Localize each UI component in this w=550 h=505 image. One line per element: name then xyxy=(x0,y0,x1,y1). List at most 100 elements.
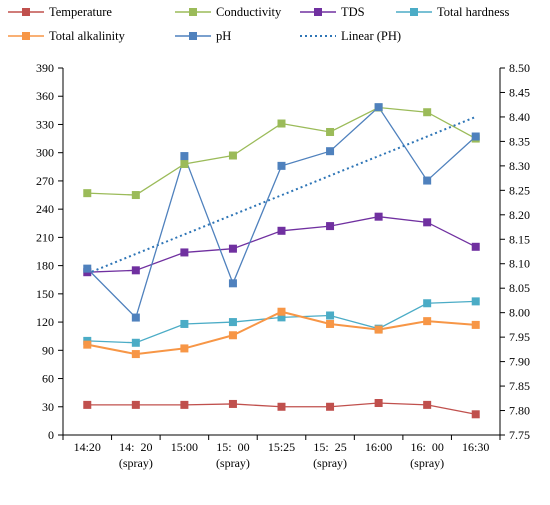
point-total-alkalinity xyxy=(277,307,286,316)
point-tds xyxy=(228,244,237,253)
point-total-alkalinity xyxy=(131,350,140,359)
left-tick-label: 90 xyxy=(42,343,54,357)
legend-marker-temperature xyxy=(22,8,30,16)
legend-label-total-hardness: Total hardness xyxy=(437,5,510,19)
point-conductivity xyxy=(228,151,237,160)
left-tick-label: 210 xyxy=(36,230,54,244)
left-tick-label: 150 xyxy=(36,287,54,301)
point-total-hardness xyxy=(471,297,480,306)
trendline-linear-ph xyxy=(86,116,477,275)
point-conductivity xyxy=(131,191,140,200)
right-tick-label: 8.30 xyxy=(509,159,530,173)
series-line-tds xyxy=(87,216,477,273)
right-tick-label: 8.15 xyxy=(509,232,530,246)
x-tick-label: 14:20 xyxy=(74,440,101,454)
point-tds xyxy=(277,226,286,235)
legend-label-conductivity: Conductivity xyxy=(216,5,282,19)
legend-label-linear-ph: Linear (PH) xyxy=(341,29,401,43)
x-tick-label: 15: 25 (spray) xyxy=(313,440,347,470)
point-total-alkalinity xyxy=(180,344,189,353)
point-ph xyxy=(423,176,432,185)
legend-label-tds: TDS xyxy=(341,5,365,19)
right-tick-label: 8.20 xyxy=(509,208,530,222)
legend: Temperature Conductivity TDS Total hardness… xyxy=(8,5,510,43)
point-conductivity xyxy=(83,189,92,198)
legend-marker-total-hardness xyxy=(410,8,418,16)
point-tds xyxy=(131,266,140,275)
point-ph xyxy=(228,279,237,288)
right-tick-label: 8.25 xyxy=(509,183,530,197)
point-tds xyxy=(471,242,480,251)
x-tick-label: 15:25 xyxy=(268,440,295,454)
point-total-alkalinity xyxy=(83,340,92,349)
x-tick-label: 15: 00 (spray) xyxy=(216,440,250,470)
left-tick-label: 60 xyxy=(42,372,54,386)
point-total-hardness xyxy=(277,313,286,322)
point-conductivity xyxy=(326,127,335,136)
right-tick-label: 8.10 xyxy=(509,257,530,271)
point-temperature xyxy=(277,402,286,411)
point-conductivity xyxy=(180,159,189,168)
point-temperature xyxy=(131,400,140,409)
right-tick-label: 7.90 xyxy=(509,355,530,369)
point-temperature xyxy=(423,400,432,409)
right-tick-label: 7.80 xyxy=(509,404,530,418)
right-tick-label: 7.85 xyxy=(509,379,530,393)
point-ph xyxy=(374,103,383,112)
right-tick-label: 8.35 xyxy=(509,134,530,148)
point-tds xyxy=(180,248,189,257)
left-tick-label: 360 xyxy=(36,89,54,103)
point-ph xyxy=(326,147,335,156)
legend-marker-total-alkalinity xyxy=(22,32,30,40)
x-tick-label: 15:00 xyxy=(171,440,198,454)
x-tick-label: 14: 20 (spray) xyxy=(119,440,153,470)
left-tick-label: 270 xyxy=(36,174,54,188)
point-temperature xyxy=(228,399,237,408)
point-conductivity xyxy=(423,108,432,117)
point-total-hardness xyxy=(228,318,237,327)
point-temperature xyxy=(180,400,189,409)
point-total-hardness xyxy=(131,338,140,347)
point-total-hardness xyxy=(326,311,335,320)
point-conductivity xyxy=(277,119,286,128)
point-ph xyxy=(83,264,92,273)
point-tds xyxy=(326,222,335,231)
point-temperature xyxy=(83,400,92,409)
legend-marker-ph xyxy=(189,32,197,40)
left-tick-label: 30 xyxy=(42,400,54,414)
right-tick-label: 8.40 xyxy=(509,110,530,124)
point-ph xyxy=(471,132,480,141)
point-total-hardness xyxy=(180,319,189,328)
point-total-alkalinity xyxy=(374,325,383,334)
left-tick-label: 180 xyxy=(36,259,54,273)
point-temperature xyxy=(374,399,383,408)
left-tick-label: 300 xyxy=(36,146,54,160)
point-ph xyxy=(180,152,189,161)
point-temperature xyxy=(471,410,480,419)
legend-label-temperature: Temperature xyxy=(49,5,112,19)
legend-label-ph: pH xyxy=(216,29,231,43)
legend-marker-conductivity xyxy=(189,8,197,16)
series-line-ph xyxy=(86,106,477,319)
right-tick-label: 7.95 xyxy=(509,330,530,344)
x-tick-label: 16: 00 (spray) xyxy=(410,440,444,470)
left-tick-label: 390 xyxy=(36,61,54,75)
point-ph xyxy=(277,161,286,170)
point-total-alkalinity xyxy=(228,331,237,340)
point-total-alkalinity xyxy=(326,319,335,328)
left-tick-label: 240 xyxy=(36,202,54,216)
plot-area: 0 30 60 90 120 150 180 210 240 270 300 330 360 390 7.7… xyxy=(36,61,530,470)
legend-marker-tds xyxy=(314,8,322,16)
point-temperature xyxy=(326,402,335,411)
point-ph xyxy=(131,313,140,322)
left-tick-label: 0 xyxy=(48,428,54,442)
x-tick-label: 16:30 xyxy=(462,440,489,454)
right-tick-label: 8.05 xyxy=(509,281,530,295)
point-tds xyxy=(374,212,383,221)
left-tick-label: 120 xyxy=(36,315,54,329)
point-tds xyxy=(423,218,432,227)
point-total-hardness xyxy=(423,299,432,308)
legend-label-total-alkalinity: Total alkalinity xyxy=(49,29,126,43)
